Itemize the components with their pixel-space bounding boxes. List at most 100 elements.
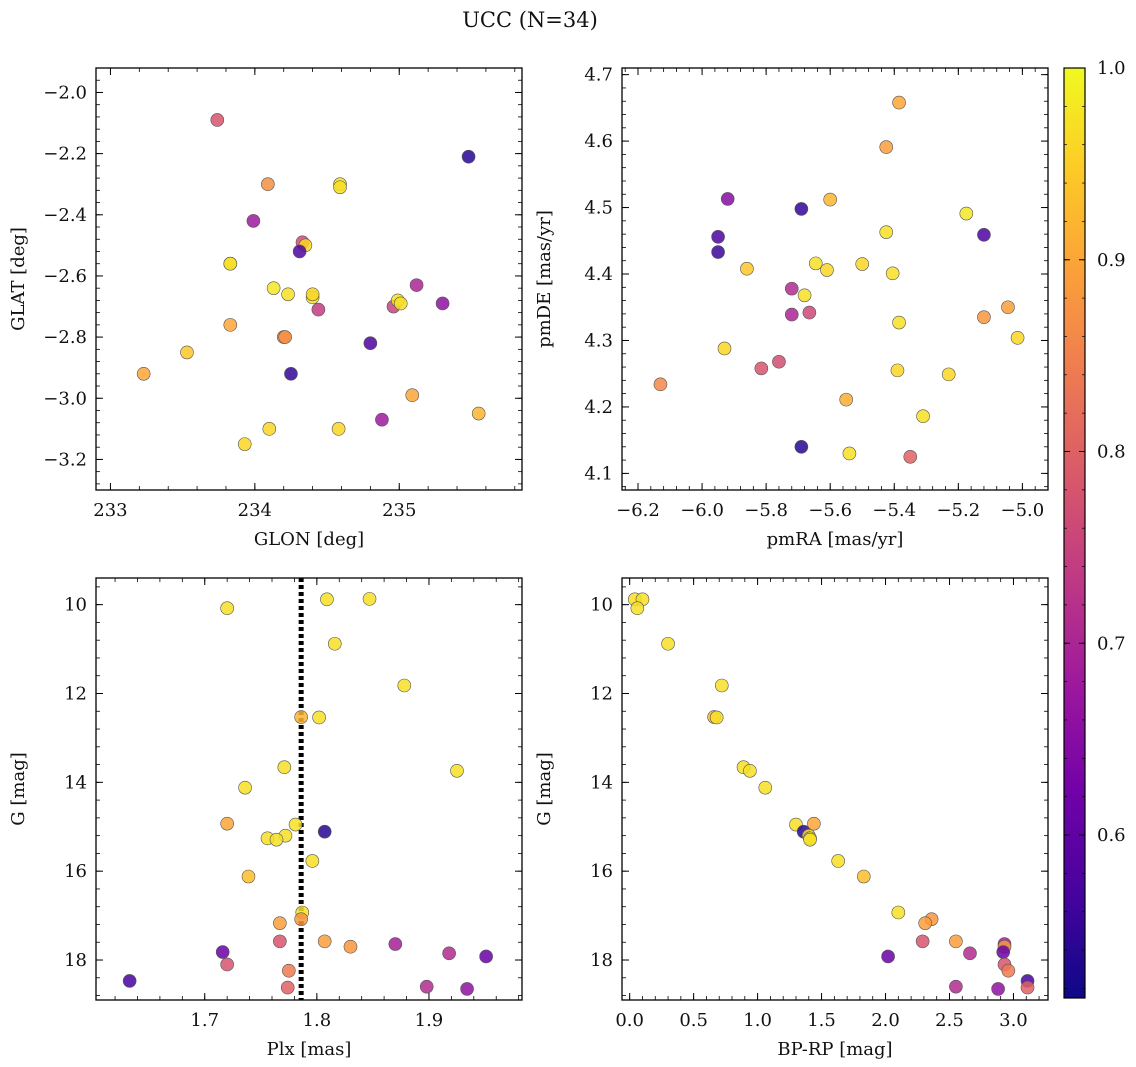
scatter-point [856, 869, 871, 884]
scatter-point [312, 710, 326, 725]
scatter-point [891, 905, 906, 920]
scatter-point [435, 296, 450, 311]
x-tick-label: 1.8 [303, 1010, 332, 1031]
scatter-point [277, 760, 292, 775]
scatter-point [460, 982, 474, 996]
scatter-point [794, 440, 809, 454]
scatter-point [333, 180, 347, 195]
scatter-point [405, 388, 420, 403]
scatter-point [1001, 300, 1015, 315]
scatter-point [220, 601, 234, 616]
scatter-point [797, 288, 812, 303]
scatter-points [122, 592, 493, 996]
ticks [96, 578, 522, 1000]
scatter-point [363, 336, 378, 351]
scatter-point [397, 678, 412, 693]
scatter-point [331, 422, 346, 436]
scatter-point [461, 149, 476, 164]
y-tick-label: 10 [590, 595, 613, 616]
x-tick-label: 3.0 [999, 1010, 1028, 1031]
scatter-point [294, 710, 308, 724]
scatter-point [1020, 980, 1035, 995]
panel-lonlat: 233 234 235 −3.2 −3.0 −2.8 −2.6 −2.4 −2.2 −2.0 GLO… [8, 67, 523, 550]
scatter-point [223, 318, 238, 332]
y-tick-label: −3.2 [43, 449, 87, 470]
colorbar-tick-label: 1.0 [1097, 58, 1126, 79]
y-tick-label: −2.4 [43, 205, 87, 226]
scatter-point [711, 230, 725, 244]
scatter-point [807, 816, 821, 831]
scatter-point [839, 392, 854, 407]
scatter-point [281, 287, 295, 302]
scatter-point [772, 354, 786, 369]
y-tick-label: 14 [64, 772, 87, 793]
scatter-point [479, 949, 493, 964]
x-tick-label: 234 [238, 500, 272, 521]
scatter-point [261, 177, 275, 192]
x-tick-label: −5.8 [744, 500, 788, 521]
axes-frame [95, 67, 523, 491]
scatter-point [375, 412, 389, 427]
x-tick-label: 2.5 [935, 1010, 964, 1031]
scatter-point [717, 341, 732, 356]
scatter-point [393, 296, 408, 311]
x-tick-label: −5.4 [872, 500, 916, 521]
colorbar-gradient [1064, 68, 1085, 998]
scatter-point [442, 946, 456, 961]
scatter-point [842, 446, 857, 461]
scatter-point [269, 832, 284, 847]
scatter-point [720, 192, 735, 206]
scatter-point [918, 916, 932, 930]
ticks [622, 68, 1049, 490]
scatter-point [266, 281, 281, 295]
scatter-point [122, 974, 137, 988]
scatter-point [362, 592, 377, 606]
colorbar-frame [1063, 67, 1086, 999]
x-axis-label: BP-RP [mag] [777, 1039, 892, 1060]
scatter-point [288, 817, 303, 832]
x-axis-label: Plx [mas] [267, 1039, 352, 1060]
y-tick-label: 4.5 [584, 198, 613, 219]
y-tick-label: 18 [590, 950, 613, 971]
scatter-point [784, 307, 799, 322]
scatter-point [284, 366, 298, 381]
colorbar-tick-label: 0.9 [1097, 250, 1126, 271]
scatter-point [661, 636, 675, 651]
scatter-point [959, 206, 974, 221]
scatter-point [419, 979, 434, 994]
y-tick-label: 18 [64, 950, 87, 971]
y-tick-label: 4.2 [584, 397, 613, 418]
scatter-point [823, 192, 837, 207]
scatter-point [246, 214, 261, 228]
scatter-point [916, 409, 930, 424]
scatter-point [388, 937, 403, 951]
scatter-point [977, 228, 991, 242]
y-tick-label: 16 [590, 861, 613, 882]
scatter-point [1010, 331, 1025, 345]
scatter-point [471, 406, 486, 421]
scatter-point [241, 869, 256, 884]
scatter-point [996, 945, 1011, 959]
x-axis-label: GLON [deg] [254, 529, 364, 550]
y-tick-label: 4.6 [584, 131, 613, 152]
scatter-point [879, 140, 894, 154]
x-axis-label: pmRA [mas/yr] [767, 529, 904, 550]
colorbar-tick-label: 0.7 [1097, 633, 1126, 654]
scatter-point [885, 266, 900, 281]
y-tick-label: 12 [64, 683, 87, 704]
scatter-point [210, 113, 225, 127]
y-axis-label: G [mag] [8, 752, 29, 825]
scatter-point [223, 256, 238, 271]
x-tick-label: −6.0 [680, 500, 724, 521]
panel-pm: −6.2 −6.0 −5.8 −5.6 −5.4 −5.2 −5.0 4.1 4.2 4.3 4.4… [534, 65, 1049, 550]
colorbar: 0.6 0.7 0.8 0.9 1.0 [1063, 58, 1126, 999]
scatter-point [220, 957, 234, 972]
scatter-point [343, 939, 358, 954]
scatter-point [977, 310, 991, 325]
scatter-point [892, 95, 906, 110]
scatter-point [292, 244, 307, 259]
scatter-point [180, 345, 194, 360]
scatter-point [892, 315, 906, 330]
scatter-point [237, 437, 252, 451]
figure-title: UCC (N=34) [462, 8, 598, 32]
